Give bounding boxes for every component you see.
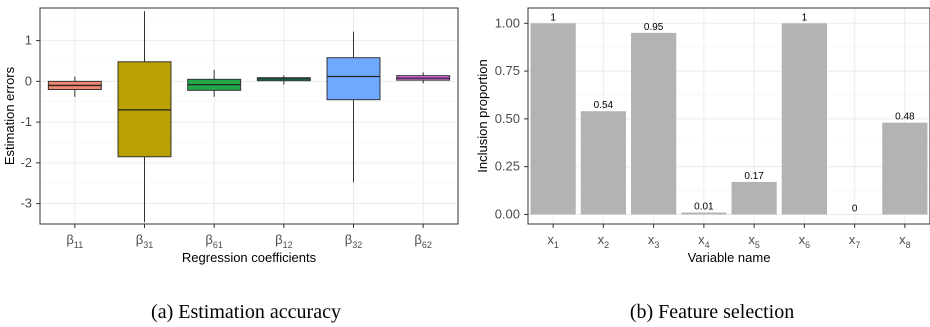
bar-y-ticks: 0.00 0.25 0.50 0.75 1.00 bbox=[495, 15, 528, 221]
bar-value-label: 0.48 bbox=[895, 112, 915, 123]
x-tick-label-sub: 32 bbox=[352, 240, 362, 250]
x-tick-label: x4 bbox=[698, 232, 710, 250]
bar-x8 bbox=[882, 122, 928, 215]
y-tick-label: -3 bbox=[20, 196, 32, 211]
bar-value-label: 0.01 bbox=[694, 202, 714, 213]
bar-value-label: 0 bbox=[852, 203, 858, 214]
bar-x4 bbox=[681, 212, 727, 215]
boxplot-grid bbox=[40, 8, 458, 225]
x-tick-label: x8 bbox=[899, 232, 911, 250]
x-tick-label-sub: 12 bbox=[283, 240, 293, 250]
x-tick-label: x3 bbox=[648, 232, 660, 250]
x-tick-label-sub: 4 bbox=[705, 240, 710, 250]
bar-chart: 1 0.54 0.95 0.01 0.17 1 0 0.48 0.00 0.25 0.50 0.75… bbox=[475, 7, 930, 265]
boxplot-panel bbox=[40, 8, 458, 224]
y-tick-label: 0 bbox=[25, 73, 32, 88]
x-tick-label-sub: 8 bbox=[906, 240, 911, 250]
x-tick-label-base: x bbox=[547, 232, 554, 247]
bar-x-ticks: x1 x2 x3 x4 x5 x6 x7 x8 bbox=[547, 224, 911, 250]
x-tick-label: x2 bbox=[598, 232, 610, 250]
x-tick-label-sub: 1 bbox=[554, 240, 559, 250]
x-tick-label-base: x bbox=[799, 232, 806, 247]
x-tick-label-sub: 3 bbox=[654, 240, 659, 250]
x-tick-label-base: x bbox=[748, 232, 755, 247]
bar-value-label: 0.95 bbox=[644, 22, 664, 33]
bar-x5 bbox=[731, 181, 777, 215]
x-tick-label-base: x bbox=[899, 232, 906, 247]
x-tick-label-base: β bbox=[275, 232, 282, 247]
x-tick-label-base: β bbox=[136, 232, 143, 247]
x-tick-label: β61 bbox=[205, 232, 223, 250]
y-tick-label: -2 bbox=[20, 155, 32, 170]
boxplot-x-axis-title: Regression coefficients bbox=[182, 250, 317, 265]
box-β32 bbox=[326, 31, 381, 183]
boxplot-chart: -3-2-101 β11 β31 β61 β12 β32 β62 Regression c… bbox=[2, 7, 459, 265]
x-tick-label: β11 bbox=[66, 232, 83, 250]
boxplot-x-ticks: β11 β31 β61 β12 β32 β62 bbox=[66, 224, 432, 250]
box-β62 bbox=[396, 72, 451, 84]
x-tick-label-base: β bbox=[414, 232, 421, 247]
bar-value-label: 1 bbox=[802, 12, 808, 23]
x-tick-label-sub: 6 bbox=[805, 240, 810, 250]
bar-value-label: 1 bbox=[550, 12, 556, 23]
bar-data-labels: 1 0.54 0.95 0.01 0.17 1 0 0.48 bbox=[550, 12, 915, 214]
x-tick-label-base: x bbox=[849, 232, 856, 247]
bar-x3 bbox=[631, 32, 677, 215]
bar-x2 bbox=[580, 111, 626, 215]
y-tick-label: 0.00 bbox=[495, 206, 520, 221]
x-tick-label-sub: 7 bbox=[855, 240, 860, 250]
x-tick-label-base: x bbox=[698, 232, 705, 247]
caption-right: (b) Feature selection bbox=[630, 301, 794, 323]
x-tick-label: x7 bbox=[849, 232, 861, 250]
y-tick-label: -1 bbox=[20, 114, 32, 129]
x-tick-label-sub: 62 bbox=[422, 240, 432, 250]
x-tick-label: x1 bbox=[547, 232, 559, 250]
boxplot-y-axis-title: Estimation errors bbox=[2, 66, 17, 165]
box-iqr bbox=[326, 57, 381, 101]
bar-panel-border bbox=[527, 7, 930, 225]
box-β12 bbox=[256, 75, 311, 85]
bar-bars bbox=[530, 23, 928, 215]
x-tick-label-base: β bbox=[345, 232, 352, 247]
x-tick-label: β62 bbox=[414, 232, 432, 250]
y-tick-label: 0.25 bbox=[495, 159, 520, 174]
y-tick-label: 0.75 bbox=[495, 63, 520, 78]
x-tick-label: β31 bbox=[136, 232, 154, 250]
bar-x1 bbox=[530, 23, 576, 215]
x-tick-label: x6 bbox=[799, 232, 811, 250]
bar-y-axis-title: Inclusion proportion bbox=[475, 59, 490, 172]
box-β11 bbox=[47, 76, 102, 97]
x-tick-label-base: x bbox=[598, 232, 605, 247]
boxplot-y-ticks: -3 -2 -1 0 1 bbox=[20, 33, 40, 211]
boxplot-panel-border bbox=[39, 7, 459, 225]
caption-left: (a) Estimation accuracy bbox=[151, 301, 341, 323]
boxplot-boxes bbox=[47, 11, 451, 222]
x-tick-label-sub: 31 bbox=[143, 240, 153, 250]
bar-value-label: 0.17 bbox=[744, 171, 764, 182]
x-tick-label: β32 bbox=[345, 232, 363, 250]
x-tick-label-sub: 61 bbox=[213, 240, 223, 250]
x-tick-label-base: β bbox=[205, 232, 212, 247]
x-tick-label-base: β bbox=[66, 232, 73, 247]
x-tick-label: β12 bbox=[275, 232, 293, 250]
bar-value-label: 0.54 bbox=[594, 100, 614, 111]
bar-x-axis-title: Variable name bbox=[688, 250, 771, 265]
x-tick-label: x5 bbox=[748, 232, 760, 250]
x-tick-label-sub: 5 bbox=[755, 240, 760, 250]
x-tick-label-sub: 2 bbox=[604, 240, 609, 250]
box-β61 bbox=[187, 69, 242, 97]
x-tick-label-sub: 11 bbox=[74, 240, 83, 250]
x-tick-label-base: x bbox=[648, 232, 655, 247]
y-tick-label: 1 bbox=[25, 33, 32, 48]
box-β31 bbox=[117, 11, 172, 222]
bar-x6 bbox=[781, 23, 827, 215]
y-tick-label: 0.50 bbox=[495, 111, 520, 126]
y-tick-label: 1.00 bbox=[495, 15, 520, 30]
